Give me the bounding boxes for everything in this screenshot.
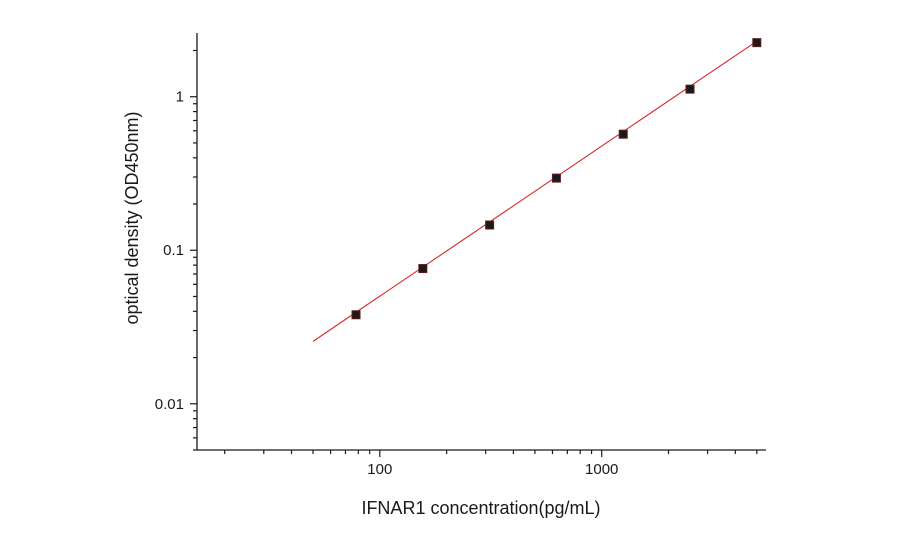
- x-axis-ticks: 100 1000: [224, 450, 758, 478]
- fit-line: [312, 40, 758, 342]
- y-axis-ticks: 0.01 0.1 1: [155, 49, 197, 451]
- fit-line-layer: [312, 40, 758, 342]
- data-point: [485, 220, 495, 230]
- y-axis-title: optical density (OD450nm): [122, 111, 142, 324]
- data-point: [685, 84, 695, 94]
- data-point: [351, 310, 361, 320]
- data-point: [618, 129, 628, 139]
- data-point: [418, 264, 428, 274]
- x-tick-label: 100: [367, 461, 392, 478]
- y-tick-label: 1: [176, 89, 184, 106]
- data-point: [752, 38, 762, 48]
- y-tick-label: 0.01: [155, 396, 184, 413]
- x-axis-title: IFNAR1 concentration(pg/mL): [361, 498, 600, 518]
- y-tick-label: 0.1: [163, 242, 184, 259]
- x-tick-label: 1000: [585, 461, 618, 478]
- data-points-layer: [351, 38, 762, 320]
- data-point: [551, 173, 561, 183]
